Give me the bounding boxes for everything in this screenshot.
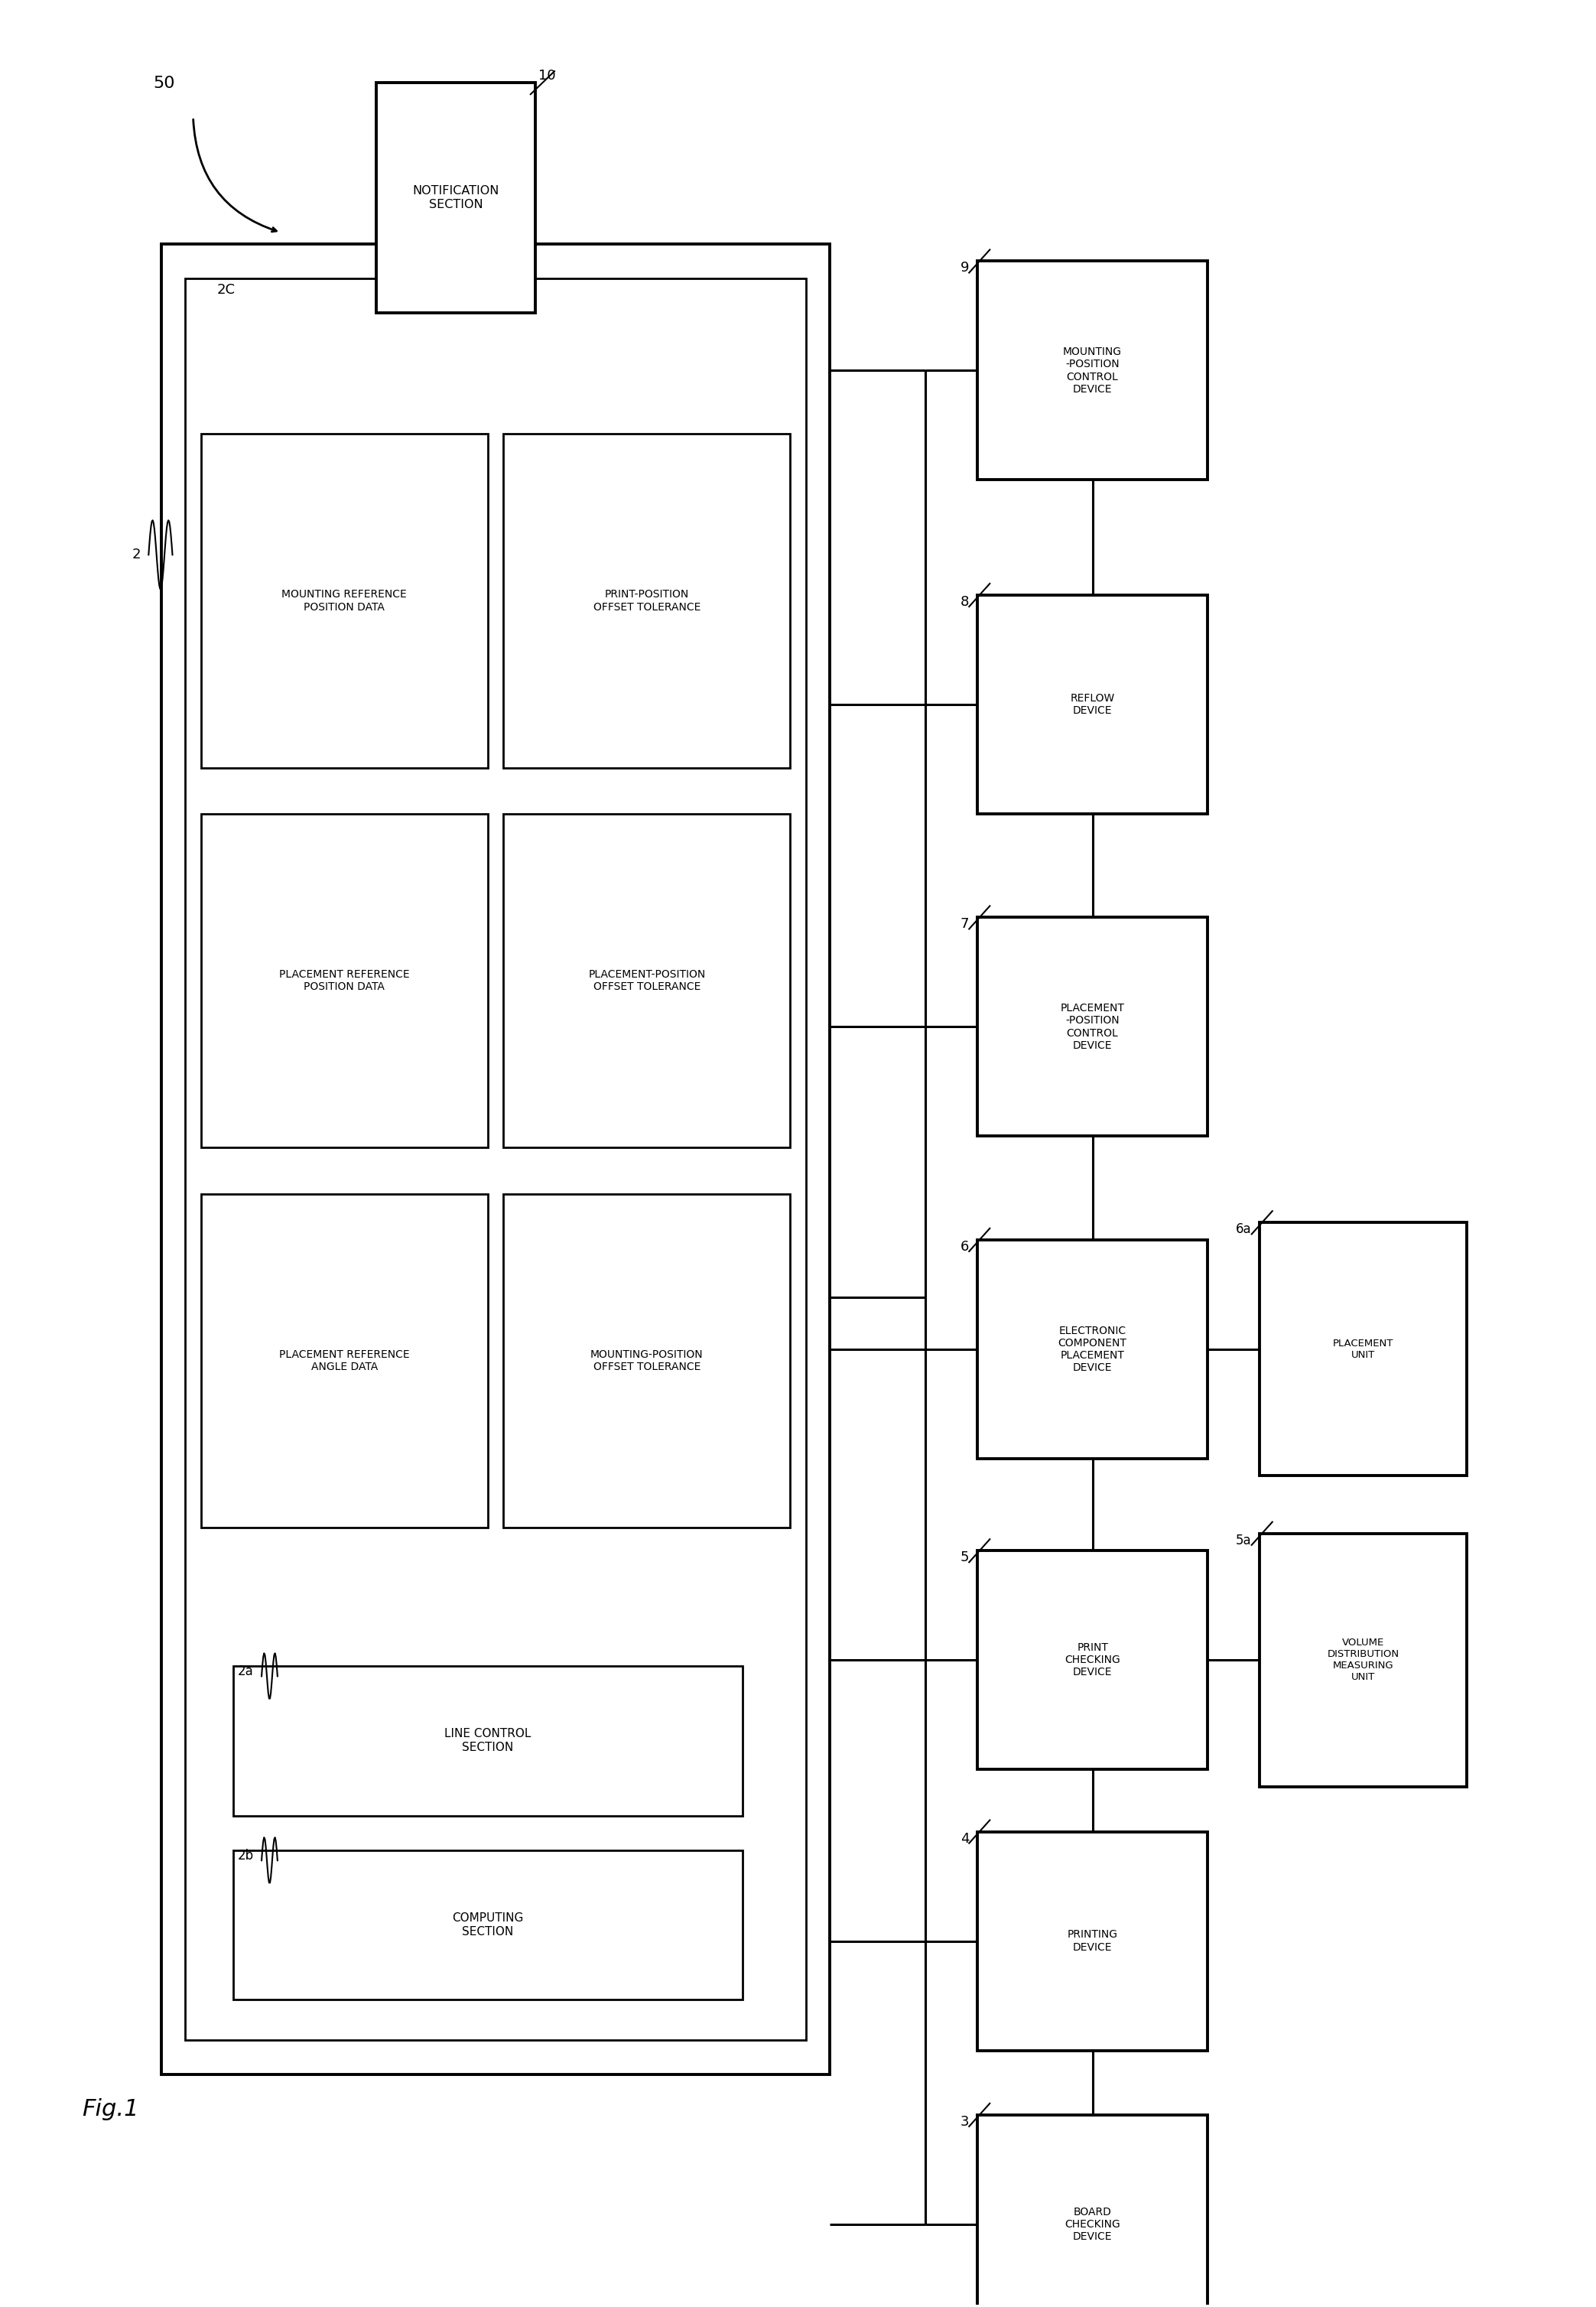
Text: MOUNTING
-POSITION
CONTROL
DEVICE: MOUNTING -POSITION CONTROL DEVICE [1063,346,1122,394]
Bar [185,279,806,2039]
Text: BOARD
CHECKING
DEVICE: BOARD CHECKING DEVICE [1065,2205,1120,2242]
Bar [377,83,535,314]
Bar [1259,1223,1467,1476]
Bar [233,1850,742,2000]
Bar [503,814,790,1149]
Text: ELECTRONIC
COMPONENT
PLACEMENT
DEVICE: ELECTRONIC COMPONENT PLACEMENT DEVICE [1058,1324,1127,1373]
Bar [503,1193,790,1527]
Text: 6: 6 [961,1239,969,1253]
Text: 4: 4 [961,1832,969,1846]
Text: PLACEMENT
-POSITION
CONTROL
DEVICE: PLACEMENT -POSITION CONTROL DEVICE [1060,1004,1125,1050]
Text: 2C: 2C [217,284,235,298]
Text: PRINT-POSITION
OFFSET TOLERANCE: PRINT-POSITION OFFSET TOLERANCE [594,588,701,611]
Text: PLACEMENT REFERENCE
POSITION DATA: PLACEMENT REFERENCE POSITION DATA [279,969,410,992]
Text: MOUNTING-POSITION
OFFSET TOLERANCE: MOUNTING-POSITION OFFSET TOLERANCE [591,1350,704,1373]
Text: REFLOW
DEVICE: REFLOW DEVICE [1071,692,1114,715]
Text: 3: 3 [961,2116,969,2129]
Text: PRINT
CHECKING
DEVICE: PRINT CHECKING DEVICE [1065,1643,1120,1677]
Bar [977,1239,1208,1458]
Bar [977,2116,1208,2307]
Bar [977,261,1208,480]
Bar [201,814,488,1149]
Text: Fig.1: Fig.1 [81,2097,139,2120]
Text: PLACEMENT
UNIT: PLACEMENT UNIT [1333,1338,1393,1359]
Bar [161,245,830,2074]
Text: COMPUTING
SECTION: COMPUTING SECTION [452,1913,523,1938]
Bar [1259,1534,1467,1786]
Bar [977,1832,1208,2051]
Text: VOLUME
DISTRIBUTION
MEASURING
UNIT: VOLUME DISTRIBUTION MEASURING UNIT [1328,1638,1400,1682]
Text: PLACEMENT-POSITION
OFFSET TOLERANCE: PLACEMENT-POSITION OFFSET TOLERANCE [589,969,705,992]
Text: 10: 10 [538,69,555,83]
Text: 50: 50 [153,76,176,90]
Bar [977,918,1208,1137]
Text: 8: 8 [961,595,969,609]
Text: 2: 2 [132,547,140,561]
Text: 2b: 2b [238,1848,254,1862]
Bar [977,595,1208,814]
Text: 7: 7 [961,918,969,932]
Text: NOTIFICATION
SECTION: NOTIFICATION SECTION [412,185,500,210]
Text: 6a: 6a [1235,1223,1251,1237]
Bar [977,1550,1208,1769]
Text: PLACEMENT REFERENCE
ANGLE DATA: PLACEMENT REFERENCE ANGLE DATA [279,1350,410,1373]
Text: 9: 9 [961,261,969,275]
Bar [503,434,790,768]
Bar [201,1193,488,1527]
Bar [233,1666,742,1816]
Text: 2a: 2a [238,1666,254,1679]
Text: LINE CONTROL
SECTION: LINE CONTROL SECTION [444,1728,531,1753]
Bar [201,434,488,768]
Text: MOUNTING REFERENCE
POSITION DATA: MOUNTING REFERENCE POSITION DATA [282,588,407,611]
Text: PRINTING
DEVICE: PRINTING DEVICE [1068,1929,1117,1952]
Text: 5: 5 [961,1550,969,1564]
Text: 5a: 5a [1235,1534,1251,1548]
